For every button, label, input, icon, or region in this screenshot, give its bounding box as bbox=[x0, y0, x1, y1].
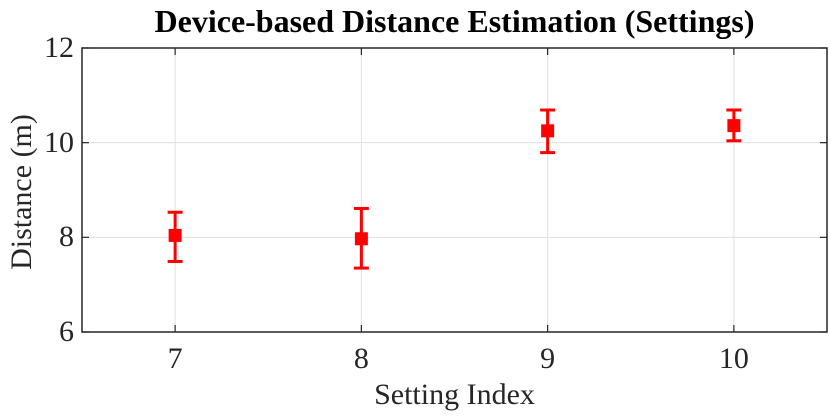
data-point-marker bbox=[168, 228, 182, 242]
x-tick-label: 8 bbox=[353, 342, 369, 375]
data-point-marker bbox=[354, 232, 368, 246]
axes-box bbox=[81, 47, 828, 333]
y-tick-label: 6 bbox=[59, 315, 74, 348]
y-axis-label: Distance (m) bbox=[5, 114, 38, 270]
y-tick-label: 10 bbox=[44, 125, 74, 159]
x-tick-label: 10 bbox=[718, 342, 749, 375]
x-tick-label: 9 bbox=[540, 342, 556, 375]
data-point-marker bbox=[541, 124, 555, 138]
y-tick-label: 12 bbox=[44, 31, 74, 64]
x-tick-label: 7 bbox=[167, 342, 183, 375]
chart-title: Device-based Distance Estimation (Settin… bbox=[154, 3, 755, 39]
y-tick-label: 8 bbox=[59, 220, 74, 254]
x-axis-label: Setting Index bbox=[374, 378, 535, 411]
data-point-marker bbox=[727, 119, 741, 133]
